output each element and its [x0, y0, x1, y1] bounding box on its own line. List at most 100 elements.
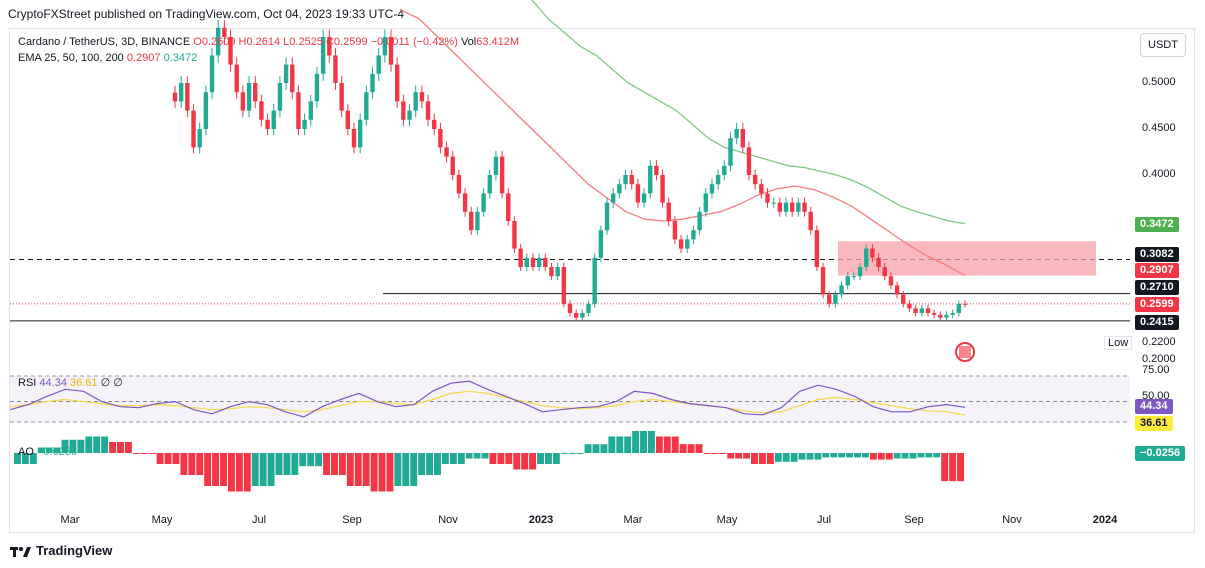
candle-body [604, 202, 610, 231]
candle-body [370, 73, 375, 93]
candle-body [703, 193, 708, 212]
candle-body [364, 92, 369, 120]
ao-bar [814, 453, 822, 460]
candle-body [580, 313, 585, 318]
candle-body [715, 175, 721, 185]
candle-body [839, 285, 844, 295]
ao-bar [243, 453, 251, 492]
candle-body [456, 175, 462, 194]
mid-level-badge: 0.2710 [1135, 280, 1179, 295]
candle-body [808, 211, 813, 231]
candle-body [555, 267, 560, 277]
ao-bar [124, 442, 132, 453]
ao-bar [465, 453, 473, 459]
ema100-line [531, 0, 966, 225]
currency-button[interactable]: USDT [1140, 33, 1186, 57]
ao-bar [132, 453, 140, 454]
ao-bar [735, 453, 743, 459]
candle-body [765, 193, 770, 203]
ao-bar [426, 453, 434, 475]
ao-bar [838, 453, 846, 458]
x-tick: Sep [342, 514, 362, 526]
rsi-legend-extra: ∅ ∅ [100, 377, 123, 389]
candle-body [413, 92, 418, 111]
candle-body [549, 267, 554, 277]
candle-body [666, 202, 671, 221]
candle-body [876, 257, 881, 267]
ao-bar [172, 453, 180, 464]
x-tick: May [151, 514, 173, 526]
ao-bar [386, 453, 394, 492]
ao-bar [473, 453, 481, 459]
candle-body [351, 129, 357, 148]
ao-bar [93, 436, 101, 453]
candle-body [709, 184, 715, 194]
candle-body [833, 294, 838, 304]
candle-body [228, 37, 233, 65]
ao-bar [291, 453, 299, 475]
candle-body [185, 83, 190, 111]
tradingview-footer[interactable]: TradingView [10, 543, 112, 558]
last-price-badge: 0.2599 [1135, 297, 1179, 312]
ao-name: AO [18, 446, 34, 458]
ao-bar [331, 453, 338, 475]
candle-body [512, 221, 517, 249]
ao-bar [774, 453, 782, 462]
ao-bar [101, 436, 109, 453]
candle-body [629, 175, 634, 185]
candle-body [919, 308, 924, 313]
candle-body [277, 83, 283, 111]
ao-bar [188, 453, 196, 475]
ao-bar [925, 453, 933, 458]
ao-bar [354, 453, 362, 486]
ao-bar [917, 453, 925, 458]
candle-body [481, 193, 486, 212]
candle-body [722, 165, 727, 175]
candle-body [950, 313, 955, 315]
ao-bar [790, 453, 798, 462]
ao-bar [85, 436, 93, 453]
ao-bar [307, 453, 315, 467]
candle-body [678, 239, 684, 249]
candle-body [654, 165, 659, 175]
candle-body [246, 83, 252, 111]
ao-bar [822, 453, 830, 458]
ao-bar [267, 453, 275, 486]
ao-bar [758, 453, 766, 464]
brand-name: TradingView [36, 543, 113, 558]
candle-body [641, 193, 647, 203]
rsi-ma-line [9, 390, 966, 416]
ao-bar [640, 431, 647, 453]
candle-body [864, 248, 869, 267]
ao-bar [798, 453, 806, 460]
ao-bar [283, 453, 291, 475]
candle-body [222, 27, 227, 37]
rsi-ma-badge: 36.61 [1135, 416, 1173, 431]
ohlc-values: O0.2609 H0.2614 L0.2525 C0.2599 −0.0011 … [193, 36, 458, 48]
ao-bar [782, 453, 790, 462]
candle-body [777, 202, 783, 212]
ao-bar [544, 453, 552, 464]
ao-bar [592, 444, 600, 453]
candle-body [938, 314, 943, 318]
ema-legend: EMA 25, 50, 100, 200 0.2907 0.3472 [18, 52, 197, 64]
symbol-name: Cardano / TetherUS, 3D, BINANCE [18, 36, 191, 48]
symbol-legend: Cardano / TetherUS, 3D, BINANCE O0.2609 … [18, 36, 519, 48]
candle-body [425, 101, 431, 120]
candle-body [357, 119, 363, 148]
ao-bar [568, 453, 576, 454]
rsi-upper-tick: 75.00 [1142, 364, 1170, 376]
ao-bar [949, 453, 957, 482]
candle-body [209, 55, 215, 93]
ao-bar [251, 453, 259, 486]
candle-body [401, 101, 406, 120]
ao-bar [164, 453, 172, 464]
candle-body [759, 184, 764, 194]
ao-bar [901, 453, 909, 459]
candle-body [253, 83, 258, 102]
candle-body [845, 276, 850, 286]
ao-bar [378, 453, 386, 492]
candle-body [450, 156, 455, 175]
ao-bar [632, 431, 640, 453]
